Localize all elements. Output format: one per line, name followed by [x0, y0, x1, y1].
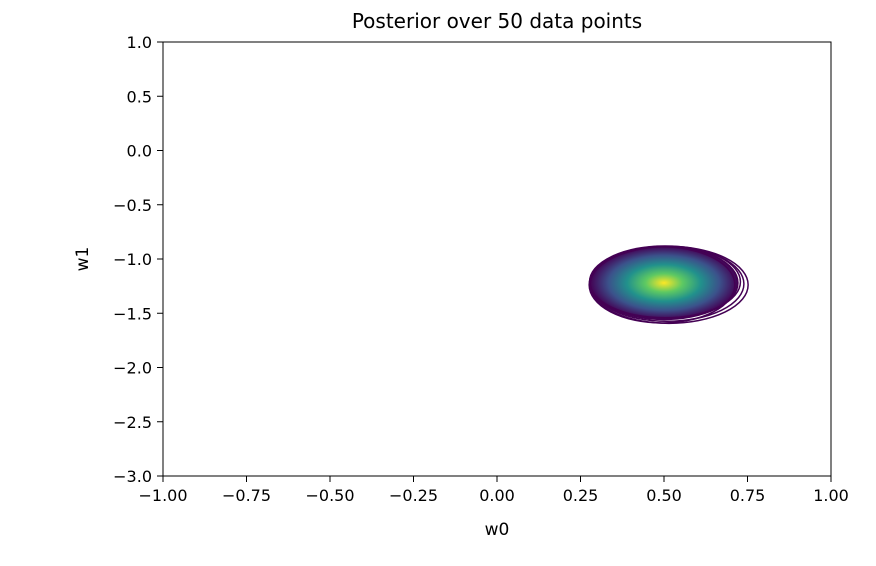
x-tick-label: 0.75 — [730, 486, 766, 505]
y-tick-label: −2.5 — [113, 413, 152, 432]
y-tick-label: 1.0 — [127, 33, 152, 52]
y-tick-label: −1.0 — [113, 250, 152, 269]
x-tick-label: −0.75 — [222, 486, 271, 505]
y-tick-label: −0.5 — [113, 196, 152, 215]
x-tick-label: 1.00 — [813, 486, 849, 505]
x-tick-label: −0.25 — [389, 486, 438, 505]
x-tick-label: 0.00 — [479, 486, 515, 505]
x-tick-label: 0.50 — [646, 486, 682, 505]
y-tick-label: −1.5 — [113, 304, 152, 323]
y-axis-label: w1 — [73, 247, 93, 272]
x-tick-label: 0.25 — [563, 486, 599, 505]
y-tick-label: −3.0 — [113, 467, 152, 486]
x-axis-ticks: −1.00 −0.75 −0.50 −0.25 0.00 0.25 0.50 0.75 1.00 — [138, 476, 848, 505]
x-tick-label: −0.50 — [305, 486, 354, 505]
plot-frame — [163, 42, 831, 476]
y-tick-label: −2.0 — [113, 359, 152, 378]
y-axis-ticks: 1.0 0.5 0.0 −0.5 −1.0 −1.5 −2.0 −2.5 −3.0 — [113, 33, 163, 486]
x-tick-label: −1.00 — [138, 486, 187, 505]
y-tick-label: 0.5 — [127, 87, 152, 106]
chart-title: Posterior over 50 data points — [352, 9, 642, 33]
plot-area — [589, 246, 748, 323]
x-axis-label: w0 — [485, 520, 510, 540]
y-tick-label: 0.0 — [127, 142, 152, 161]
